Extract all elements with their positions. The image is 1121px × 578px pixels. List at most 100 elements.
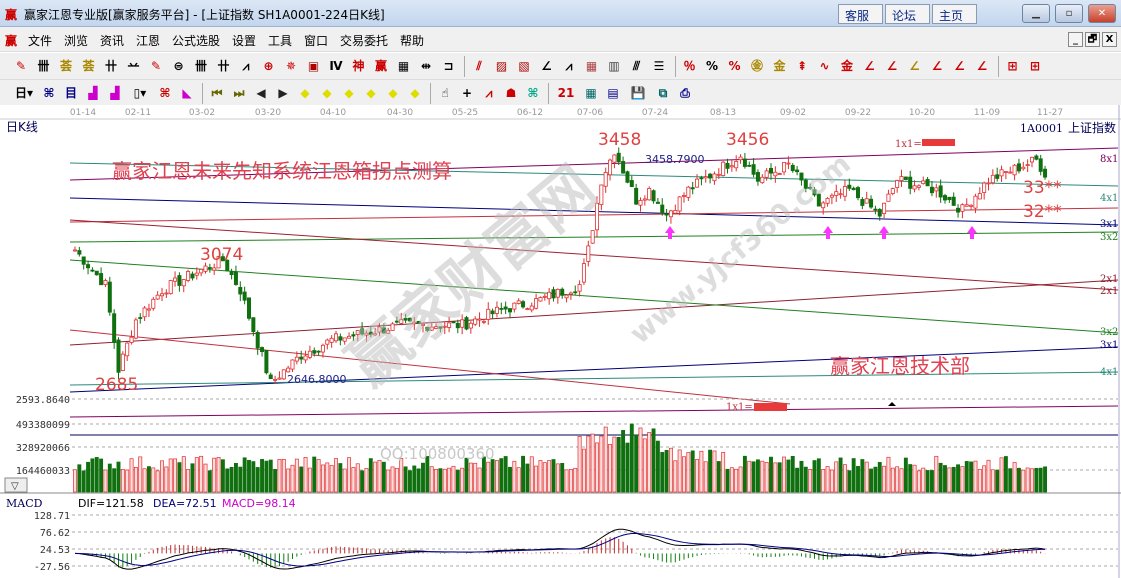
printer-icon[interactable]: ⎙ <box>680 86 690 100</box>
right-icon[interactable]: ▶ <box>278 86 288 100</box>
homepage-button[interactable]: 主页 <box>932 4 977 24</box>
doc-icon[interactable]: 目 <box>64 86 77 100</box>
mdi-restore-button[interactable]: 🗗 <box>1085 32 1100 47</box>
angle-icon[interactable]: ⩘ <box>242 59 250 73</box>
all-icon[interactable]: ◆ <box>410 86 420 100</box>
square-icon[interactable]: 卄 <box>217 59 230 73</box>
menu-info[interactable]: 资讯 <box>100 34 125 48</box>
mdi-minimize-button[interactable]: _ <box>1068 32 1083 47</box>
gold-circle-icon[interactable]: ㊎ <box>750 59 763 73</box>
menu-help[interactable]: 帮助 <box>400 34 425 48</box>
spread-icon[interactable]: ◆ <box>388 86 398 100</box>
god-icon[interactable]: 神 <box>352 59 365 73</box>
menu-browse[interactable]: 浏览 <box>64 34 89 48</box>
formula-icon[interactable]: ⌘ <box>527 86 539 100</box>
menu-formula-select[interactable]: 公式选股 <box>172 34 221 48</box>
ruler-icon[interactable]: ▦ <box>397 59 410 73</box>
win-icon[interactable]: 赢 <box>374 59 387 73</box>
notes-icon[interactable]: ▤ <box>607 86 619 100</box>
menu-file[interactable]: 文件 <box>28 34 53 48</box>
lines-icon[interactable]: 卌 <box>194 59 207 73</box>
gold3-icon[interactable]: 金 <box>840 59 853 73</box>
menu-gann[interactable]: 江恩 <box>136 34 161 48</box>
box-icon[interactable]: ▣ <box>307 59 320 73</box>
service-button[interactable]: 客服 <box>838 4 883 24</box>
angle6-icon[interactable]: ∠ <box>931 59 943 73</box>
pattern-icon[interactable]: ⌘ <box>159 86 171 100</box>
grid2-icon[interactable]: ▦ <box>585 59 598 73</box>
zoom-right-icon[interactable]: ◆ <box>322 86 332 100</box>
macd-value: MACD=98.14 <box>222 497 296 510</box>
mdi-close-button[interactable]: X <box>1102 32 1117 47</box>
grid-icon[interactable]: 卌 <box>37 59 50 73</box>
candle-body <box>869 198 874 208</box>
angle3-icon[interactable]: ∠ <box>864 59 875 73</box>
spiral-icon[interactable]: 䒑 <box>127 59 140 73</box>
pct-line-icon[interactable]: ％ <box>683 59 696 73</box>
fan-icon[interactable]: 卄 <box>104 59 117 73</box>
circle-icon[interactable]: ⊜ <box>173 59 184 73</box>
volume-bar <box>473 462 478 493</box>
forum-button[interactable]: 论坛 <box>885 4 930 24</box>
network-icon[interactable]: ⧉ <box>658 86 668 100</box>
menu-window[interactable]: 窗口 <box>304 34 329 48</box>
table2-icon[interactable]: ⊞ <box>1029 59 1041 73</box>
save-icon[interactable]: 💾 <box>630 86 646 100</box>
candle-icon[interactable]: ▯▾ <box>133 86 147 100</box>
volume-bar <box>429 466 434 493</box>
gold-lines-icon[interactable]: 金 <box>773 59 786 73</box>
zoom-left-icon[interactable]: ◆ <box>300 86 310 100</box>
chart-type-icon[interactable]: ⌘ <box>43 86 55 100</box>
box3-icon[interactable]: ▧ <box>518 59 530 73</box>
angle2-icon[interactable]: ∠ <box>541 59 552 73</box>
maximize-button[interactable]: ▫ <box>1055 4 1083 23</box>
day-period-icon[interactable]: 日▾ <box>14 86 34 100</box>
star-icon[interactable]: ✵ <box>285 59 297 73</box>
parallel-icon[interactable]: ⫻ <box>632 59 641 73</box>
candle-body <box>107 281 112 313</box>
cycle-icon[interactable]: Ⅳ <box>329 59 343 73</box>
frame-icon[interactable]: ⊐ <box>443 59 454 73</box>
mask-icon[interactable]: ☗ <box>505 86 517 100</box>
table-icon[interactable]: ⊞ <box>1007 59 1018 73</box>
pen-icon[interactable]: ✎ <box>15 59 27 73</box>
menu-settings[interactable]: 设置 <box>232 34 257 48</box>
angle8-icon[interactable]: ∠ <box>976 59 988 73</box>
hand-icon[interactable]: ☝ <box>441 86 449 100</box>
volume2-icon[interactable]: ▟ <box>110 86 120 100</box>
width-icon[interactable]: ⇹ <box>420 59 432 73</box>
volume-icon[interactable]: ▟ <box>88 86 98 100</box>
angle7-icon[interactable]: ∠ <box>954 59 965 73</box>
crosshair-icon[interactable]: + <box>461 86 473 100</box>
pct2-icon[interactable]: % <box>728 59 741 73</box>
minimize-button[interactable]: ▁ <box>1022 4 1050 23</box>
close-button[interactable]: ✕ <box>1088 4 1116 23</box>
gold-icon[interactable]: 荟 <box>59 59 72 73</box>
bars-icon[interactable]: ☰ <box>653 59 665 73</box>
calculator-icon[interactable]: ▦ <box>585 86 597 100</box>
pen2-icon[interactable]: ✎ <box>150 59 162 73</box>
target-icon[interactable]: ⊕ <box>263 59 274 73</box>
box2-icon[interactable]: ▨ <box>495 59 508 73</box>
first-icon[interactable]: ⏮ <box>211 86 223 100</box>
chart-canvas[interactable]: 01-14 02-11 03-02 03-20 04-10 04-30 05-25 06-12… <box>0 105 1121 578</box>
last-icon[interactable]: ⏭ <box>233 86 245 100</box>
sine-icon[interactable]: ∿ <box>819 59 830 73</box>
percent-icon[interactable]: % <box>705 59 719 73</box>
fanlines-icon[interactable]: ⫽ <box>476 59 482 73</box>
angle5-icon[interactable]: ∠ <box>909 59 920 73</box>
collapse-button[interactable] <box>4 477 28 493</box>
menu-trade[interactable]: 交易委托 <box>340 34 389 48</box>
trend-icon[interactable]: ⩘ <box>485 86 493 100</box>
flag-icon[interactable]: ◣ <box>182 86 192 100</box>
grid3-icon[interactable]: ▥ <box>608 59 620 73</box>
rocket-icon[interactable]: ⇞ <box>796 59 808 73</box>
menu-tools[interactable]: 工具 <box>268 34 293 48</box>
expand-icon[interactable]: ◆ <box>344 86 354 100</box>
left-icon[interactable]: ◀ <box>256 86 266 100</box>
wave-icon[interactable]: ⩘ <box>565 59 573 73</box>
angle4-icon[interactable]: ∠ <box>886 59 898 73</box>
calendar-icon[interactable]: 21 <box>557 86 575 100</box>
gold2-icon[interactable]: 荟 <box>82 59 95 73</box>
shrink-icon[interactable]: ◆ <box>366 86 376 100</box>
